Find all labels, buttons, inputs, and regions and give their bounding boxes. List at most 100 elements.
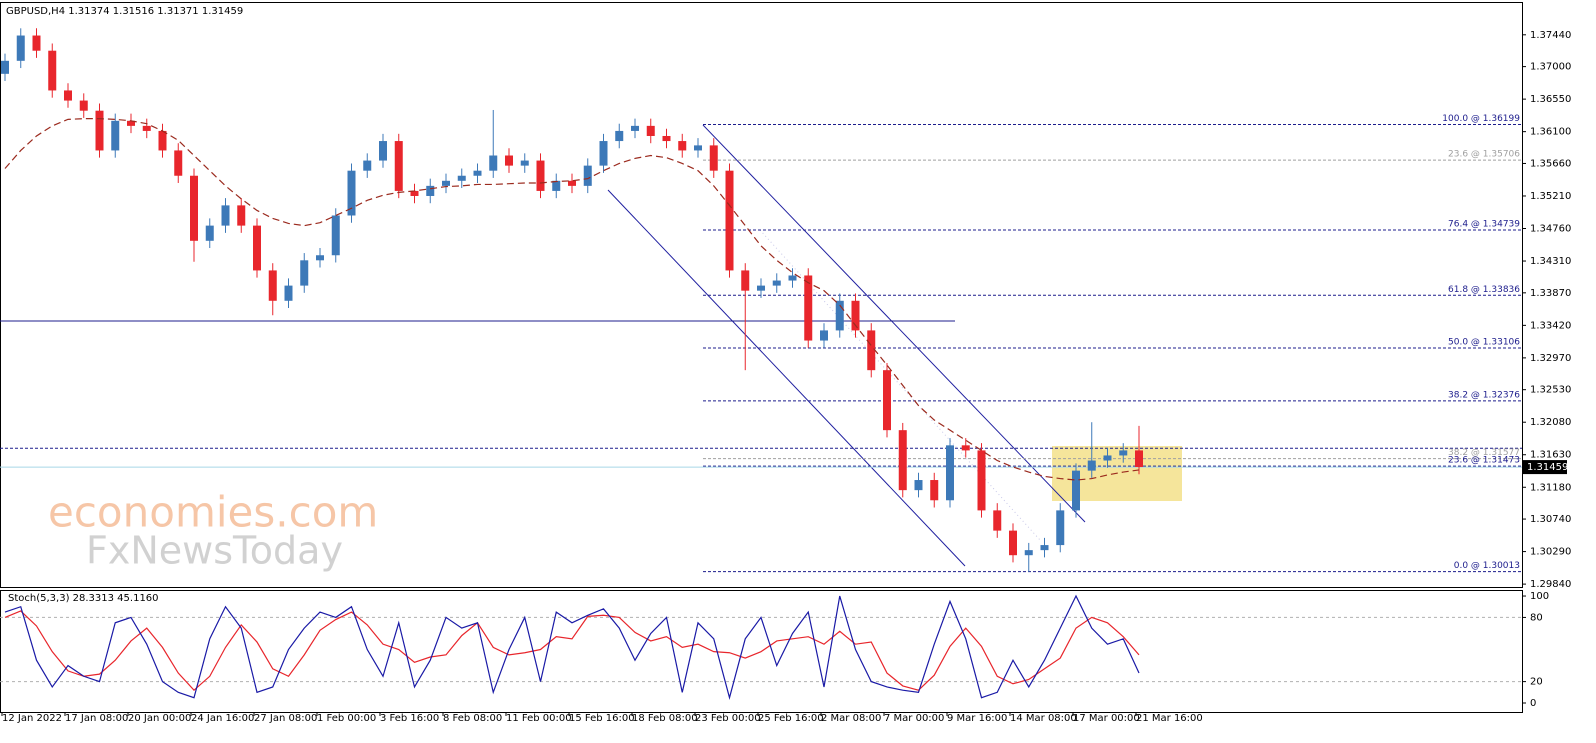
fib-label: 0.0 @ 1.30013 — [1454, 561, 1520, 571]
candle-body — [757, 285, 765, 291]
candle-body — [930, 480, 939, 501]
candle-body — [914, 480, 923, 491]
candle-body — [1103, 455, 1112, 461]
y-tick-label: 0 — [1530, 698, 1536, 709]
y-tick-label: 1.32080 — [1530, 417, 1571, 428]
candle-body — [457, 175, 466, 181]
x-tick-label: 24 Jan 16:00 — [191, 713, 254, 724]
candle-body — [993, 510, 1002, 531]
y-tick-label: 1.34760 — [1530, 224, 1571, 235]
candle-body — [190, 175, 198, 241]
candle-body — [741, 270, 750, 291]
y-tick-label: 1.32530 — [1530, 385, 1571, 396]
candle-body — [473, 170, 482, 176]
y-tick-label: 1.30740 — [1530, 514, 1571, 525]
candle-body — [79, 100, 88, 111]
candle-body — [410, 190, 419, 196]
channel-mid — [759, 229, 1041, 541]
candle-body — [221, 205, 230, 226]
candle-body — [662, 135, 671, 142]
candle-body — [1056, 510, 1065, 546]
x-tick-label: 27 Jan 08:00 — [254, 713, 317, 724]
stoch-line — [4, 594, 1140, 700]
y-tick-label: 1.31180 — [1530, 482, 1571, 493]
candle-body — [678, 141, 687, 151]
candle-body — [977, 450, 986, 511]
candle-body — [95, 110, 104, 151]
candle-body — [804, 275, 813, 341]
candle-body — [883, 370, 891, 431]
y-tick-label: 1.33420 — [1530, 320, 1571, 331]
current-price-label: 1.31459 — [1527, 462, 1568, 473]
y-tick-label: 1.36550 — [1530, 94, 1571, 105]
chart-title: GBPUSD,H4 1.31374 1.31516 1.31371 1.3145… — [6, 6, 243, 17]
fib-label: 50.0 @ 1.33106 — [1448, 338, 1520, 348]
indicator-pane — [0, 590, 1523, 713]
y-tick-label: 1.37440 — [1530, 30, 1571, 41]
candle-body — [1024, 550, 1033, 556]
indicator-title: Stoch(5,3,3) 28.3313 45.1160 — [8, 593, 159, 604]
current-price-tag — [1523, 460, 1567, 475]
channel-lower — [607, 189, 966, 567]
x-tick-label: 17 Jan 08:00 — [65, 713, 128, 724]
candle-body — [379, 141, 387, 161]
candle-body — [1119, 450, 1128, 456]
x-tick-label: 14 Mar 08:00 — [1010, 713, 1077, 724]
candle-body — [426, 185, 435, 196]
candle-body — [615, 130, 624, 142]
candle-body — [174, 150, 183, 176]
y-tick-label: 1.34310 — [1530, 256, 1571, 267]
candle-body — [1087, 460, 1096, 471]
candle-body — [552, 180, 561, 191]
moving-average — [4, 118, 1140, 481]
channel-upper — [702, 124, 1086, 523]
fib-label: 100.0 @ 1.36199 — [1442, 114, 1520, 124]
candle-body — [646, 125, 655, 136]
stoch-line — [4, 610, 1140, 692]
candle-body — [694, 145, 702, 151]
y-tick-label: 1.35210 — [1530, 191, 1571, 202]
x-tick-label: 15 Feb 16:00 — [569, 713, 635, 724]
watermark: FxNewsToday — [86, 529, 343, 573]
x-tick-label: 18 Feb 08:00 — [632, 713, 698, 724]
candle-body — [111, 120, 120, 151]
fib-label: 61.8 @ 1.33836 — [1448, 285, 1520, 295]
y-tick-label: 1.33870 — [1530, 288, 1571, 299]
x-tick-label: 25 Feb 16:00 — [758, 713, 824, 724]
y-tick-label: 1.29840 — [1530, 579, 1571, 590]
candle-body — [32, 35, 41, 51]
candle-body — [394, 141, 403, 191]
y-tick-label: 80 — [1530, 612, 1543, 623]
candle-body — [284, 285, 293, 301]
x-tick-label: 9 Mar 16:00 — [947, 713, 1007, 724]
candle-body — [300, 260, 309, 286]
candle-body — [1009, 530, 1017, 556]
candle-body — [1072, 470, 1080, 511]
candle-body — [946, 445, 954, 501]
candle-body — [316, 255, 324, 261]
x-tick-label: 8 Feb 08:00 — [443, 713, 502, 724]
candle-body — [347, 170, 356, 216]
candle-body — [237, 205, 246, 226]
candle-body — [961, 445, 970, 451]
candle-body — [536, 160, 545, 191]
candle-body — [48, 50, 57, 91]
candle-body — [772, 280, 781, 286]
candle-body — [583, 165, 592, 186]
y-tick-label: 1.37000 — [1530, 62, 1571, 73]
candle-body — [568, 180, 576, 186]
x-tick-label: 23 Feb 00:00 — [695, 713, 761, 724]
y-tick-label: 1.32970 — [1530, 353, 1571, 364]
fib-label: 23.6 @ 1.31473 — [1448, 456, 1520, 466]
candle-body — [489, 155, 498, 171]
candle-body — [835, 300, 844, 331]
y-tick-label: 1.31630 — [1530, 450, 1571, 461]
candle-body — [16, 35, 25, 61]
candle-body — [205, 225, 214, 241]
y-tick-label: 100 — [1530, 591, 1549, 602]
x-tick-label: 7 Mar 00:00 — [884, 713, 944, 724]
candle-body — [898, 430, 907, 491]
y-tick-label: 1.36100 — [1530, 127, 1571, 138]
candle-body — [142, 125, 151, 131]
fib-label: 76.4 @ 1.34739 — [1448, 220, 1520, 230]
